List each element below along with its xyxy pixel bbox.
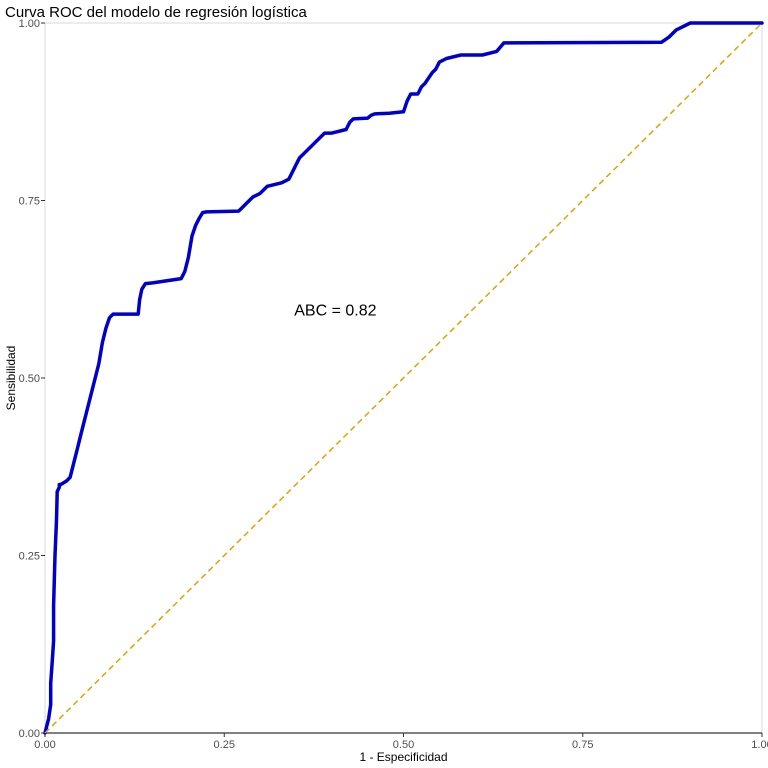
y-axis-title: Sensibilidad xyxy=(4,346,18,411)
chart-title: Curva ROC del modelo de regresión logíst… xyxy=(5,4,307,21)
x-axis-title: 1 - Especificidad xyxy=(359,750,447,764)
y-tick-label: 0.00 xyxy=(19,728,40,740)
x-tick-label: 0.50 xyxy=(393,739,414,751)
reference-diagonal-line xyxy=(44,22,763,734)
x-tick-label: 1.00 xyxy=(751,739,768,751)
y-tick-label: 0.75 xyxy=(19,196,40,208)
plot-area: 0.00 0.25 0.50 0.75 1.00 0.00 0.25 0.50 0.75 1.00 xyxy=(19,18,768,751)
roc-curve-line xyxy=(43,21,764,735)
x-tick-label: 0.00 xyxy=(34,739,55,751)
x-tick-label: 0.75 xyxy=(572,739,593,751)
auc-annotation: ABC = 0.82 xyxy=(294,303,376,320)
y-tick-label: 0.25 xyxy=(19,551,40,563)
x-tick-label: 0.25 xyxy=(214,739,235,751)
y-tick-label: 0.50 xyxy=(19,373,40,385)
y-tick-label: 1.00 xyxy=(19,18,40,30)
